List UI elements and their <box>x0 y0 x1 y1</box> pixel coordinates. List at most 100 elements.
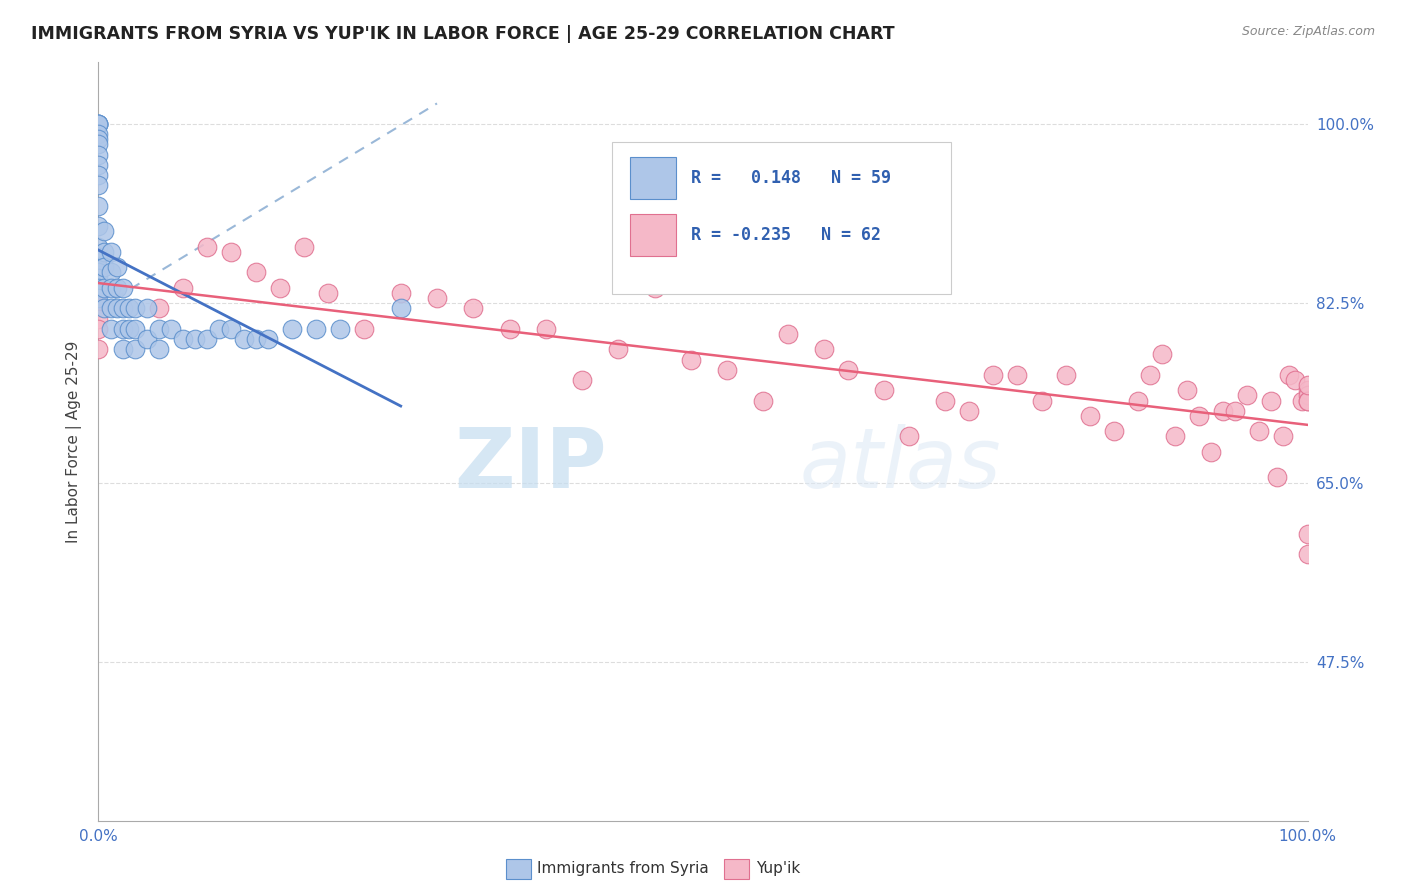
Point <box>1054 368 1077 382</box>
Point <box>87 178 110 193</box>
Point <box>87 219 110 234</box>
Point <box>1278 368 1301 382</box>
Point <box>172 281 194 295</box>
Point <box>281 322 304 336</box>
Point <box>87 343 110 357</box>
Point <box>100 281 122 295</box>
Bar <box>630 157 676 199</box>
Point <box>1007 368 1029 382</box>
Text: ZIP: ZIP <box>454 424 606 505</box>
Point <box>87 296 110 310</box>
Point <box>353 322 375 336</box>
Point <box>124 343 146 357</box>
Point <box>87 291 110 305</box>
Point <box>87 117 110 131</box>
Point <box>135 332 157 346</box>
Text: atlas: atlas <box>800 424 1001 505</box>
Point <box>135 301 157 316</box>
Point <box>256 332 278 346</box>
Point <box>87 250 110 264</box>
Point <box>87 127 110 141</box>
Point <box>118 322 141 336</box>
Point <box>87 270 110 285</box>
Point <box>607 343 630 357</box>
Point <box>93 245 115 260</box>
Point <box>1199 444 1222 458</box>
Text: Yup'ik: Yup'ik <box>756 862 800 876</box>
Point <box>148 301 170 316</box>
Point <box>1296 547 1319 561</box>
Point <box>1175 384 1198 398</box>
Point <box>87 265 110 279</box>
Point <box>245 332 267 346</box>
Point <box>292 240 315 254</box>
Point <box>105 260 128 275</box>
Point <box>644 281 666 295</box>
Point <box>124 322 146 336</box>
Point <box>1249 425 1271 439</box>
Bar <box>630 214 676 256</box>
Point <box>87 168 110 182</box>
Point <box>87 117 110 131</box>
Point <box>1296 393 1319 408</box>
Point <box>1291 393 1313 408</box>
Point <box>1267 470 1289 484</box>
Point <box>111 322 134 336</box>
Point <box>1296 378 1319 392</box>
Bar <box>613 142 950 293</box>
Point <box>776 326 799 341</box>
Point <box>232 332 254 346</box>
Point <box>100 301 122 316</box>
Point <box>1296 393 1319 408</box>
Point <box>1296 384 1319 398</box>
Text: IMMIGRANTS FROM SYRIA VS YUP'IK IN LABOR FORCE | AGE 25-29 CORRELATION CHART: IMMIGRANTS FROM SYRIA VS YUP'IK IN LABOR… <box>31 25 894 43</box>
Point <box>1078 409 1101 423</box>
Point <box>1272 429 1295 443</box>
Text: R = -0.235   N = 62: R = -0.235 N = 62 <box>690 226 882 244</box>
Point <box>195 332 218 346</box>
Point <box>571 373 593 387</box>
Point <box>716 363 738 377</box>
Point <box>897 429 920 443</box>
Point <box>221 245 243 260</box>
Point <box>1296 526 1319 541</box>
Point <box>1128 393 1150 408</box>
Point <box>269 281 291 295</box>
Text: R =   0.148   N = 59: R = 0.148 N = 59 <box>690 169 891 186</box>
Point <box>87 158 110 172</box>
Y-axis label: In Labor Force | Age 25-29: In Labor Force | Age 25-29 <box>66 341 83 542</box>
Point <box>752 393 775 408</box>
Point <box>934 393 956 408</box>
Point <box>93 260 115 275</box>
Point <box>1223 404 1246 418</box>
Point <box>1031 393 1053 408</box>
Point <box>837 363 859 377</box>
Point <box>87 137 110 152</box>
Point <box>534 322 557 336</box>
Point <box>208 322 231 336</box>
Point <box>813 343 835 357</box>
Point <box>111 301 134 316</box>
Point <box>245 265 267 279</box>
Point <box>957 404 980 418</box>
Point <box>87 117 110 131</box>
Point <box>1284 373 1306 387</box>
Point <box>172 332 194 346</box>
Point <box>305 322 328 336</box>
Point <box>184 332 207 346</box>
Point <box>195 240 218 254</box>
Point <box>148 322 170 336</box>
Point <box>93 225 115 239</box>
Point <box>93 281 115 295</box>
Point <box>87 240 110 254</box>
Point <box>105 281 128 295</box>
Point <box>87 311 110 326</box>
Point <box>1152 347 1174 361</box>
Point <box>1188 409 1211 423</box>
Point <box>1163 429 1185 443</box>
Point <box>1236 388 1258 402</box>
Point <box>87 322 110 336</box>
Point <box>100 245 122 260</box>
Point <box>87 301 110 316</box>
Point <box>498 322 520 336</box>
